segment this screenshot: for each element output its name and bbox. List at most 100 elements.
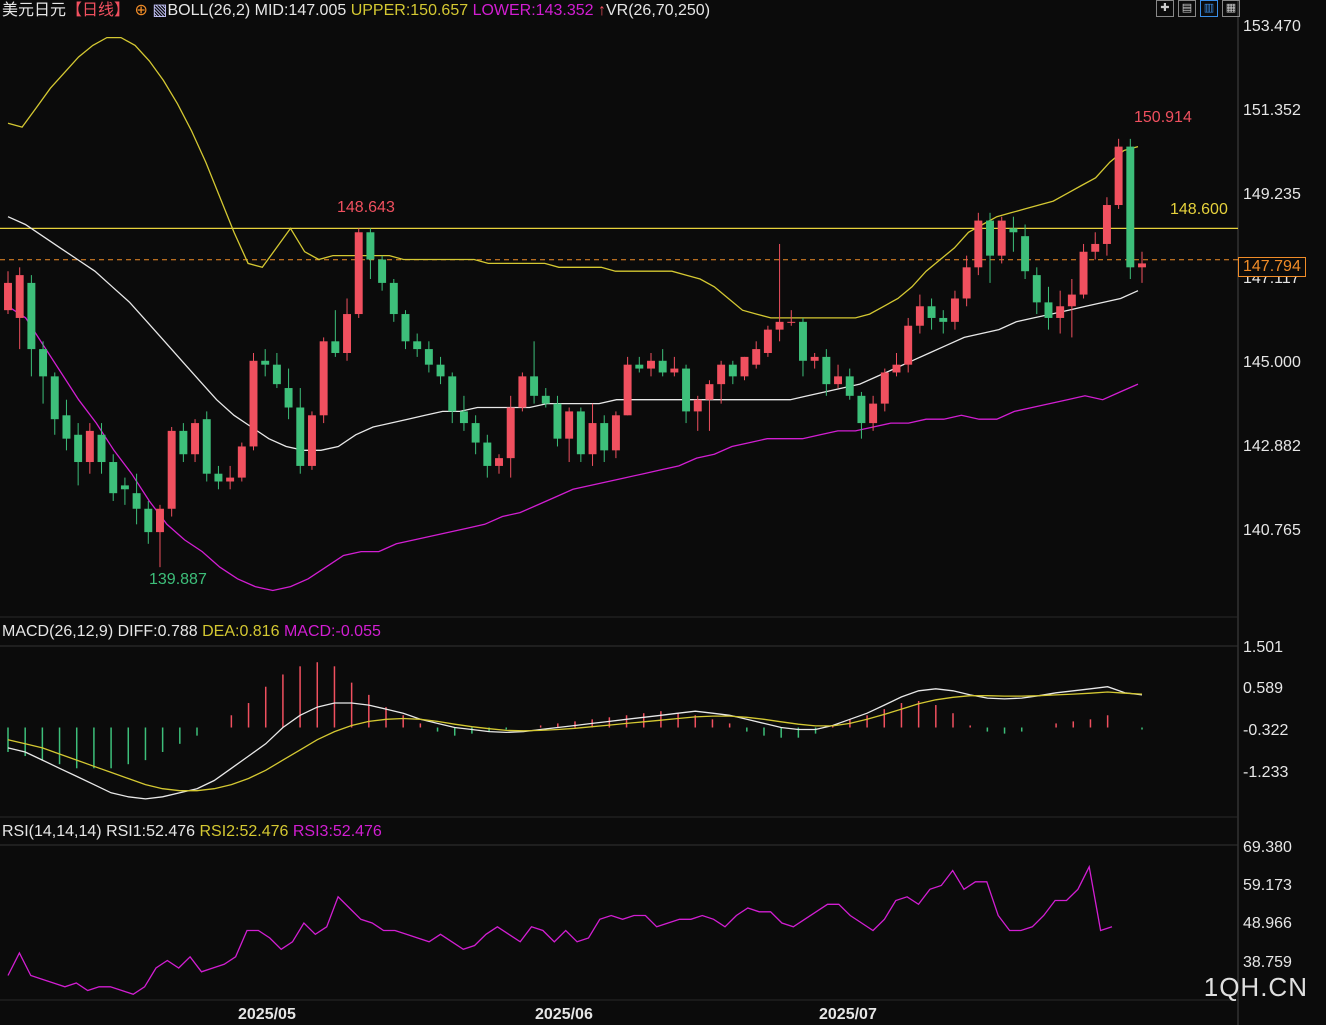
rsi-panel: [7, 864, 1113, 996]
candle-body: [611, 415, 620, 451]
rsi-name: RSI(14,14,14): [2, 823, 102, 840]
candle-body: [927, 306, 936, 318]
boll-lower: LOWER:143.352: [472, 2, 594, 19]
candle-body: [904, 325, 913, 365]
chart-mode-icon[interactable]: ▥: [1200, 0, 1218, 17]
candle-body: [343, 314, 352, 353]
candle-body: [483, 442, 492, 466]
price-tick: 151.352: [1243, 102, 1301, 119]
candle-body: [752, 349, 761, 365]
candle-body: [506, 407, 515, 459]
split-icon[interactable]: ▦: [1222, 0, 1240, 17]
boll-upper-line: [7, 36, 1139, 319]
candle-body: [869, 403, 878, 424]
candle-body: [366, 232, 375, 260]
candle-body: [892, 364, 901, 373]
watermark: 1QH.CN: [1203, 972, 1308, 1002]
candle-body: [27, 282, 36, 350]
candle-body: [962, 267, 971, 299]
up-arrow-icon[interactable]: ↑: [597, 2, 606, 19]
macd-tick: -0.322: [1243, 722, 1289, 739]
candle-body: [109, 462, 118, 494]
candle-body: [693, 399, 702, 412]
crosshair-icon[interactable]: ✚: [1156, 0, 1174, 17]
macd-value: MACD:-0.055: [283, 623, 381, 640]
rsi-tick: 59.173: [1243, 877, 1292, 894]
indicator-icon[interactable]: ▧: [152, 2, 168, 19]
candle-body: [378, 259, 387, 283]
candle-body: [179, 430, 188, 455]
last-price-badge: 147.794: [1238, 257, 1306, 277]
candle-body: [424, 349, 433, 365]
macd-dea-line: [7, 691, 1143, 792]
candle-body: [670, 368, 679, 373]
candle-body: [1114, 146, 1123, 206]
candle-body: [974, 220, 983, 268]
candle-body: [728, 364, 737, 377]
candle-body: [144, 508, 153, 533]
layout-icon[interactable]: ▤: [1178, 0, 1196, 17]
candle-body: [565, 411, 574, 439]
candle-body: [495, 458, 503, 466]
candle-body: [319, 341, 328, 416]
candle-body: [775, 321, 784, 330]
rsi-tick: 69.380: [1243, 839, 1292, 856]
candle-body: [1044, 302, 1053, 318]
candle-body: [62, 415, 71, 439]
candle-body: [623, 364, 632, 416]
candle-body: [950, 298, 959, 322]
candle-body: [658, 360, 667, 373]
macd-header: MACD(26,12,9) DIFF:0.788 DEA:0.816 MACD:…: [2, 623, 381, 641]
candle-body: [296, 407, 305, 466]
candle-body: [459, 411, 468, 424]
candle-body: [939, 317, 948, 322]
candle-body: [167, 430, 176, 509]
rsi-tick: 38.759: [1243, 954, 1292, 971]
rsi-line: [7, 864, 1113, 996]
candle-body: [226, 477, 235, 482]
candle-body: [1079, 251, 1088, 295]
chart-grid: [0, 0, 1239, 1025]
candle-body: [705, 384, 714, 400]
macd-tick: -1.233: [1243, 764, 1289, 781]
candle-body: [132, 493, 141, 509]
price-tick: 153.470: [1243, 18, 1301, 35]
candle-body: [740, 356, 749, 377]
chart-header: 美元日元【日线】 ⊕ ▧BOLL(26,2) MID:147.005 UPPER…: [2, 2, 710, 20]
candle-body: [600, 423, 609, 451]
candle-body: [845, 376, 854, 396]
rsi2-value: RSI2:52.476: [199, 823, 289, 840]
candle-body: [647, 360, 655, 369]
candle-body: [1032, 275, 1041, 303]
candle-body: [787, 321, 796, 323]
date-label: 2025/06: [535, 1006, 593, 1023]
boll-mid: MID:147.005: [254, 2, 347, 19]
candle-body: [120, 485, 129, 490]
period-label[interactable]: 【日线】: [66, 2, 131, 19]
candle-body: [237, 446, 246, 478]
macd-dea: DEA:0.816: [202, 623, 280, 640]
candle-body: [682, 368, 691, 412]
candle-body: [307, 415, 316, 466]
candle-body: [880, 372, 889, 404]
candle-body: [1067, 294, 1076, 307]
candle-body: [156, 508, 164, 533]
candle-body: [541, 395, 550, 404]
candle-body: [997, 220, 1006, 256]
candle-body: [471, 423, 480, 443]
candle-body: [401, 314, 410, 342]
candle-body: [553, 403, 562, 439]
candle-body: [798, 321, 807, 361]
candle-body: [518, 376, 527, 408]
settings-icon[interactable]: ⊕: [134, 2, 148, 19]
candle-body: [15, 275, 24, 318]
macd-panel: [7, 662, 1143, 800]
macd-tick: 1.501: [1243, 639, 1284, 656]
candle-body: [272, 364, 281, 385]
mid-high-label: 148.643: [337, 199, 395, 216]
rsi-header: RSI(14,14,14) RSI1:52.476 RSI2:52.476 RS…: [2, 823, 382, 841]
hline-label: 148.600: [1170, 201, 1228, 218]
candle-body: [822, 356, 831, 385]
candle-body: [331, 341, 340, 353]
candle-body: [436, 364, 445, 377]
